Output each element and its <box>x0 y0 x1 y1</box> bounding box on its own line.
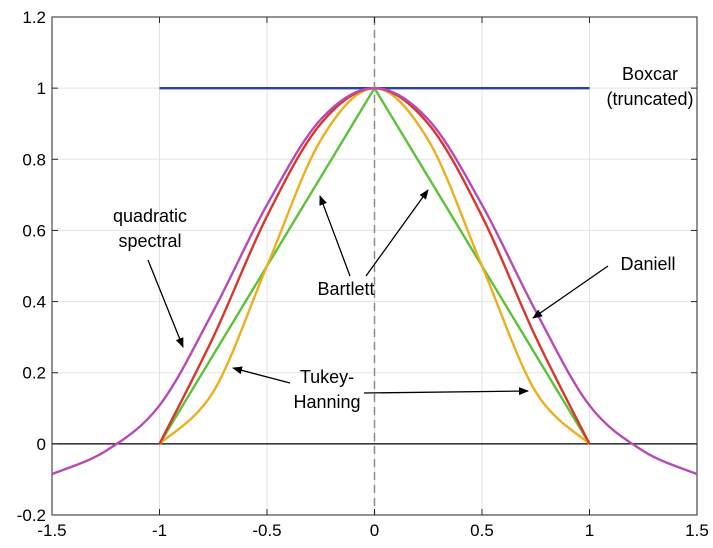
x-tick-label: -1.5 <box>37 521 66 540</box>
y-tick-label: -0.2 <box>17 506 46 525</box>
annotation-text: Tukey- <box>300 367 354 387</box>
x-tick-label: -0.5 <box>252 521 281 540</box>
y-tick-label: 1 <box>37 79 46 98</box>
annotation-text: Boxcar <box>622 64 678 84</box>
annotation-arrow <box>365 189 429 277</box>
boxcar-annotation: Boxcar (truncated) <box>606 64 693 109</box>
annotation-text: (truncated) <box>606 89 693 109</box>
annotation-arrow <box>147 259 184 348</box>
y-tick-label: 0.8 <box>22 150 46 169</box>
x-tick-label: 0.5 <box>470 521 494 540</box>
annotation-arrow <box>363 387 529 396</box>
annotations: Boxcar (truncated) quadratic spectral Bartle… <box>113 64 694 412</box>
x-tick-label: 1 <box>585 521 594 540</box>
y-tick-label: 0.4 <box>22 293 46 312</box>
annotation-text: Hanning <box>293 392 360 412</box>
y-tick-label: 1.2 <box>22 8 46 27</box>
annotation-arrow <box>232 366 291 384</box>
annotation-arrow <box>532 265 609 319</box>
annotation-text: Bartlett <box>317 279 374 299</box>
y-tick-label: 0 <box>37 435 46 454</box>
y-tick-label: 0.2 <box>22 364 46 383</box>
tick-labels: -1.5 -1 -0.5 0 0.5 1 1.5 -0.2 0 0.2 0.4 0.6 0.8 1 1.2 <box>17 8 709 540</box>
annotation-text: quadratic <box>113 206 187 226</box>
tukey-hanning-annotation: Tukey- Hanning <box>232 366 529 412</box>
daniell-annotation: Daniell <box>532 254 676 319</box>
annotation-arrow <box>319 195 351 277</box>
quadratic-spectral-annotation: quadratic spectral <box>113 206 187 348</box>
x-tick-label: -1 <box>152 521 167 540</box>
x-tick-label: 0 <box>370 521 379 540</box>
series-lines <box>51 86 698 476</box>
x-tick-label: 1.5 <box>685 521 709 540</box>
annotation-text: spectral <box>118 231 181 251</box>
annotation-text: Daniell <box>620 254 675 274</box>
quadratic-spectral-line <box>51 86 698 476</box>
bartlett-annotation: Bartlett <box>317 189 429 299</box>
y-tick-label: 0.6 <box>22 221 46 240</box>
